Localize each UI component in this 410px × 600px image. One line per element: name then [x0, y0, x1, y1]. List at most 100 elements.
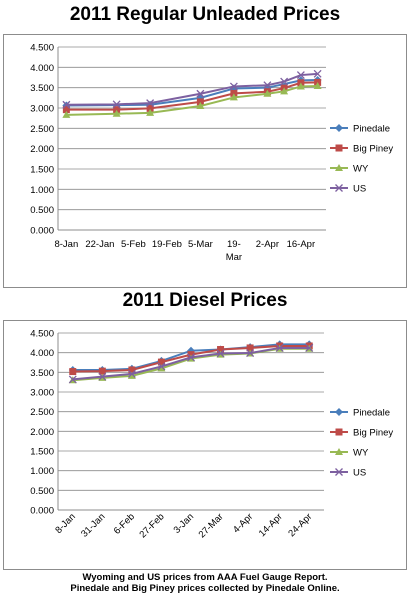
y-tick-label: 1.500 [30, 165, 54, 176]
series-us [62, 69, 322, 109]
data-point [216, 349, 225, 358]
chart-title-unleaded: 2011 Regular Unleaded Prices [69, 4, 341, 25]
data-point [246, 349, 255, 358]
data-point [68, 375, 77, 384]
data-point [157, 358, 165, 366]
data-point [69, 368, 77, 376]
x-tick-label: 19-Mar [226, 239, 242, 263]
data-point [280, 77, 289, 86]
y-tick-label: 0.000 [30, 226, 54, 237]
data-point [313, 82, 322, 90]
legend-marker [335, 448, 343, 455]
data-point [157, 362, 166, 371]
data-point [113, 106, 121, 114]
data-point [98, 372, 107, 381]
y-tick-label: 2.000 [30, 427, 54, 438]
chart-title-diesel: 2011 Diesel Prices [122, 290, 288, 311]
y-tick-label: 2.000 [30, 144, 54, 155]
data-point [146, 108, 155, 116]
chart-panel-unleaded: 0.000 0.500 1.000 1.500 2.000 2.500 3.000 3.500… [3, 34, 407, 288]
y-tick-label: 2.500 [30, 407, 54, 418]
legend-label: WY [353, 164, 369, 175]
legend-marker [335, 428, 343, 436]
unleaded-chart-svg: 0.000 0.500 1.000 1.500 2.000 2.500 3.000 3.500… [30, 43, 393, 264]
y-tick-label: 3.000 [30, 104, 54, 115]
data-point [217, 346, 225, 354]
x-tick-label: 2-Apr [256, 239, 279, 250]
y-tick-label: 0.000 [30, 506, 54, 517]
legend-marker [335, 124, 343, 132]
legend-label: Pinedale [353, 124, 390, 135]
data-point [313, 69, 322, 78]
legend-marker [335, 468, 343, 476]
y-tick-label: 4.000 [30, 63, 54, 74]
data-point [127, 371, 136, 379]
footer-collection-note: Pinedale and Big Piney prices collected … [70, 583, 340, 594]
data-point [112, 100, 121, 109]
data-point [263, 89, 272, 97]
data-point [112, 109, 121, 117]
data-point [196, 101, 205, 109]
x-tick-label: 22-Jan [85, 239, 114, 250]
x-tick-label: 3-Jan [172, 511, 197, 536]
x-tick-label: 14-Apr [257, 511, 285, 539]
y-tick-label: 4.000 [30, 348, 54, 359]
data-point [196, 93, 205, 102]
chart-panel-diesel: 0.000 0.500 1.000 1.500 2.000 2.500 3.000 3.500… [3, 320, 407, 570]
x-tick-label: 31-Jan [79, 511, 107, 539]
data-point [196, 98, 204, 106]
data-point [187, 346, 195, 355]
x-tick-label: 5-Mar [188, 239, 213, 250]
y-tick-label: 2.500 [30, 124, 54, 135]
data-point [230, 89, 238, 97]
legend-label: Big Piney [353, 428, 393, 439]
x-tick-label: 16-Apr [287, 239, 316, 250]
x-tick-label: 8-Jan [54, 239, 78, 250]
data-point [62, 106, 70, 114]
data-point [263, 81, 272, 90]
data-point [146, 104, 154, 112]
legend-label: Pinedale [353, 408, 390, 419]
data-point [246, 344, 254, 352]
x-tick-label: 5-Feb [121, 239, 146, 250]
data-point [157, 364, 166, 372]
data-point [196, 89, 205, 98]
data-point [229, 82, 238, 91]
data-point [62, 100, 71, 109]
footer-source-note: Wyoming and US prices from AAA Fuel Gaug… [82, 572, 328, 583]
data-point [275, 343, 284, 352]
data-point [187, 353, 195, 362]
legend-label: WY [353, 448, 369, 459]
legend-label: US [353, 468, 366, 479]
data-point [62, 110, 71, 118]
legend-marker [335, 408, 343, 416]
y-tick-label: 0.500 [30, 486, 54, 497]
data-point [296, 82, 305, 90]
legend-label: Big Piney [353, 144, 393, 155]
data-point [98, 367, 106, 375]
y-tick-label: 1.000 [30, 466, 54, 477]
y-tick-label: 4.500 [30, 329, 54, 340]
x-tick-label: 24-Apr [286, 511, 314, 539]
x-tick-label: 19-Feb [152, 239, 182, 250]
x-tick-label: 8-Jan [53, 511, 78, 536]
y-tick-label: 0.500 [30, 205, 54, 216]
data-point [127, 369, 136, 378]
legend-marker [335, 144, 343, 152]
data-point [305, 343, 314, 352]
data-point [146, 99, 155, 108]
data-point [280, 87, 289, 95]
series-us [68, 343, 314, 384]
series-wy [62, 82, 322, 118]
legend-marker [335, 184, 343, 192]
x-tick-label: 27-Feb [137, 511, 166, 540]
y-tick-label: 3.500 [30, 368, 54, 379]
y-tick-label: 4.500 [30, 43, 54, 54]
y-tick-label: 3.000 [30, 388, 54, 399]
y-tick-label: 3.500 [30, 83, 54, 94]
x-tick-label: 4-Apr [231, 511, 255, 535]
data-point [128, 366, 136, 374]
x-tick-label: 27-Mar [197, 511, 226, 540]
legend-label: US [353, 184, 366, 195]
y-tick-label: 1.000 [30, 185, 54, 196]
